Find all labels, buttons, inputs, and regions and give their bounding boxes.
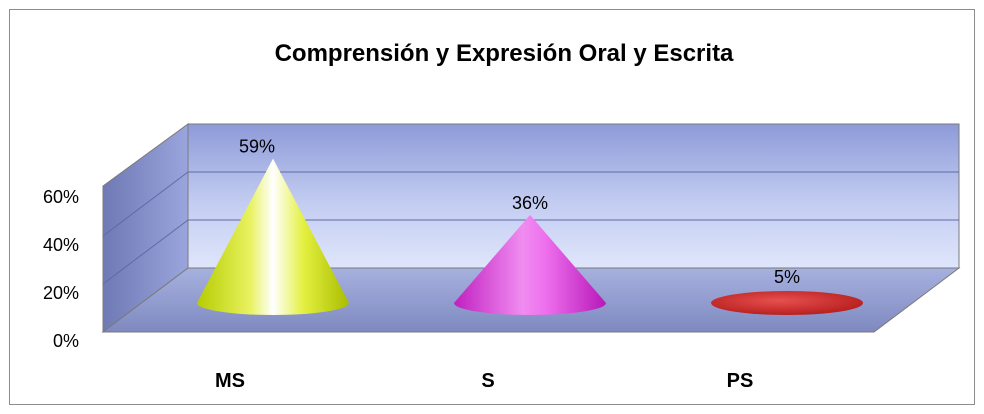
chart-title: Comprensión y Expresión Oral y Escrita xyxy=(275,40,734,67)
data-label-ms: 59% xyxy=(239,137,275,157)
cone-ms xyxy=(197,158,349,315)
gridline-side xyxy=(102,219,189,285)
data-label-s: 36% xyxy=(512,193,548,213)
y-tick-label-0: 0% xyxy=(53,331,79,351)
category-label-ps: PS xyxy=(727,370,754,392)
y-tick-label-40: 40% xyxy=(43,235,79,255)
y-tick-label-20: 20% xyxy=(43,283,79,303)
gridline-side xyxy=(102,171,189,237)
gridlines xyxy=(102,171,959,285)
data-label-ps: 5% xyxy=(774,267,800,287)
y-tick-label-60: 60% xyxy=(43,187,79,207)
category-label-s: S xyxy=(481,370,494,392)
cone-s xyxy=(454,214,606,315)
category-label-ms: MS xyxy=(215,370,245,392)
disk-ps xyxy=(711,291,863,315)
